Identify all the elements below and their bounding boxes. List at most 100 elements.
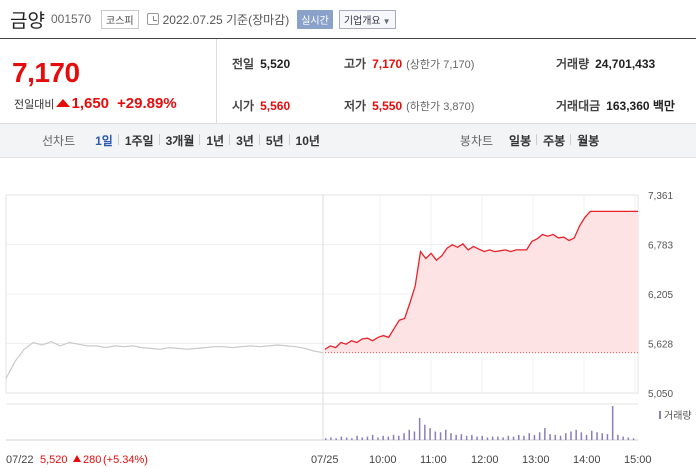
volume-bar: [455, 434, 457, 440]
volume-bar: [554, 434, 556, 440]
x-tick-label: 12:00: [471, 454, 499, 466]
candle-monthly[interactable]: 월봉: [570, 132, 605, 149]
volume-bar: [335, 438, 337, 440]
y-tick-label: 6,205: [648, 290, 673, 301]
volume-bar: [377, 437, 379, 440]
volume-bar: [575, 429, 577, 440]
y-tick-label: 5,050: [648, 389, 673, 400]
period-10y[interactable]: 10년: [288, 132, 326, 149]
volume-bar: [528, 433, 530, 440]
volume-bar: [617, 434, 619, 440]
volume-bar: [544, 428, 546, 440]
prev-day-line: [5, 340, 324, 379]
volume-bar: [325, 438, 327, 440]
y-tick-label: 5,628: [648, 340, 673, 351]
volume-bar: [439, 432, 442, 440]
realtime-button[interactable]: 실시간: [297, 9, 333, 29]
volume-bar: [486, 437, 489, 440]
low-value: 5,550: [372, 98, 403, 113]
y-tick-label: 6,783: [648, 241, 673, 252]
prev-day-up-icon: [73, 455, 81, 462]
high-cell: 고가 7,170 (상한가 7,170): [344, 55, 474, 72]
change-label: 전일대비: [14, 98, 55, 111]
prev-day-close: 5,520: [40, 454, 68, 466]
prev-day-date: 07/22: [6, 454, 34, 466]
volume-bar: [591, 430, 593, 441]
volume-bar: [450, 433, 452, 440]
volume-bar: [601, 433, 603, 440]
amount-cell: 거래대금 163,360 백만: [556, 97, 675, 114]
line-chart-label: 선차트: [42, 134, 76, 148]
volume-bar: [471, 434, 473, 440]
volume-bar: [361, 437, 363, 440]
high-value: 7,170: [372, 56, 403, 71]
volume-bar: [538, 432, 541, 440]
prev-close-value: 5,520: [260, 56, 291, 71]
volume-bar: [382, 435, 384, 441]
company-info-dropdown[interactable]: 기업개요 ▼: [338, 9, 396, 29]
high-label: 고가: [344, 57, 367, 71]
candle-daily[interactable]: 일봉: [509, 134, 532, 148]
volume-bar: [371, 434, 374, 440]
volume-bar: [366, 436, 369, 440]
today-area-fill: [325, 211, 638, 353]
volume-bar: [549, 434, 551, 440]
volume-bar: [340, 436, 343, 440]
volume-bar: [476, 436, 478, 440]
volume-bar: [570, 431, 572, 440]
x-tick-label: 14:00: [573, 454, 601, 466]
candle-weekly[interactable]: 주봉: [536, 132, 571, 149]
volume-bar: [460, 434, 463, 440]
period-3y[interactable]: 3년: [229, 132, 260, 149]
volume-bar: [559, 435, 562, 441]
volume-bar: [481, 435, 483, 441]
price-chart: 7,361 6,783 6,205 5,628 5,050 거래량 07/25 10:00…: [0, 180, 696, 468]
volume-bar: [580, 432, 583, 440]
price-panel: 7,170 전일대비 1,650 +29.89% 전일 5,520 고가 7,1…: [0, 38, 696, 125]
y-tick-label: 7,361: [648, 191, 673, 202]
open-cell: 시가 5,560: [232, 97, 290, 114]
low-label: 저가: [344, 99, 367, 113]
stock-name: 금양: [10, 10, 45, 32]
volume-bar: [392, 434, 395, 440]
period-1y[interactable]: 1년: [199, 132, 230, 149]
volume-value: 24,701,433: [595, 56, 656, 71]
volume-bar: [403, 433, 405, 440]
prev-close-label: 전일: [232, 57, 255, 71]
volume-bar: [518, 434, 520, 440]
volume-bar: [497, 436, 499, 440]
volume-bar: [330, 437, 332, 440]
volume-bar: [398, 435, 400, 441]
volume-bar: [507, 435, 510, 441]
x-tick-label: 11:00: [420, 454, 447, 466]
volume-legend-label: 거래량: [664, 410, 692, 422]
volume-bar: [533, 434, 536, 440]
x-tick-label: 07/25: [311, 454, 339, 466]
open-label: 시가: [232, 99, 255, 113]
today-price-line: [324, 210, 638, 350]
stock-code: 001570: [50, 12, 92, 26]
volume-legend-swatch: [659, 411, 661, 419]
period-1w[interactable]: 1주일: [117, 132, 160, 149]
open-value: 5,560: [260, 98, 291, 113]
period-3m[interactable]: 3개월: [158, 132, 201, 149]
chevron-down-icon: ▼: [382, 16, 391, 26]
volume-bar: [606, 434, 609, 440]
amount-value: 163,360 백만: [606, 99, 675, 113]
period-1d[interactable]: 1일: [95, 134, 113, 148]
volume-bar: [351, 438, 353, 440]
volume-bar: [622, 436, 624, 440]
volume-bar: [429, 428, 431, 440]
period-5y[interactable]: 5년: [258, 132, 290, 149]
volume-bar: [611, 406, 614, 440]
change-row: 전일대비 1,650 +29.89%: [14, 95, 177, 112]
lower-limit: (하한가 3,870): [406, 100, 475, 113]
x-tick-label: 10:00: [369, 454, 397, 466]
volume-bar: [408, 429, 410, 440]
volume-bar: [424, 424, 426, 440]
stock-header: 금양 001570 코스피 2022.07.25 기준(장마감) 실시간 기업개…: [0, 0, 696, 38]
volume-bar: [627, 437, 630, 440]
volume-bar: [523, 435, 525, 441]
up-arrow-icon: [56, 98, 71, 107]
volume-bar: [356, 435, 358, 441]
